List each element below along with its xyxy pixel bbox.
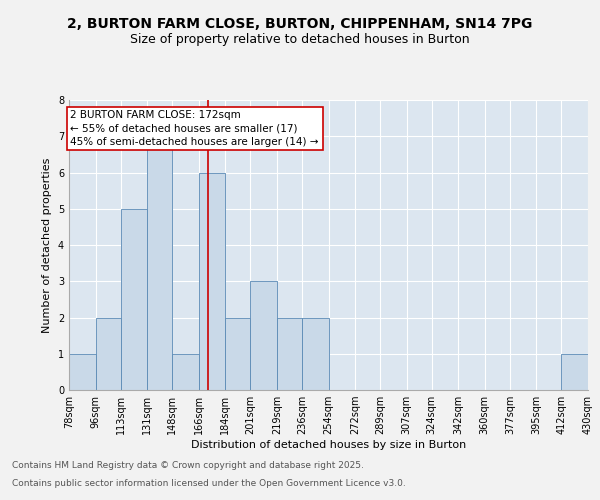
Bar: [121, 209, 147, 390]
Text: Contains public sector information licensed under the Open Government Licence v3: Contains public sector information licen…: [12, 478, 406, 488]
Text: 2, BURTON FARM CLOSE, BURTON, CHIPPENHAM, SN14 7PG: 2, BURTON FARM CLOSE, BURTON, CHIPPENHAM…: [67, 18, 533, 32]
Bar: [302, 318, 329, 390]
Bar: [562, 354, 588, 390]
Bar: [147, 136, 172, 390]
Bar: [250, 281, 277, 390]
Text: Contains HM Land Registry data © Crown copyright and database right 2025.: Contains HM Land Registry data © Crown c…: [12, 461, 364, 470]
Y-axis label: Number of detached properties: Number of detached properties: [43, 158, 52, 332]
Bar: [277, 318, 302, 390]
Bar: [69, 354, 95, 390]
Bar: [172, 354, 199, 390]
Bar: [199, 172, 225, 390]
Bar: [95, 318, 121, 390]
X-axis label: Distribution of detached houses by size in Burton: Distribution of detached houses by size …: [191, 440, 466, 450]
Bar: [225, 318, 250, 390]
Text: Size of property relative to detached houses in Burton: Size of property relative to detached ho…: [130, 32, 470, 46]
Text: 2 BURTON FARM CLOSE: 172sqm
← 55% of detached houses are smaller (17)
45% of sem: 2 BURTON FARM CLOSE: 172sqm ← 55% of det…: [70, 110, 319, 146]
